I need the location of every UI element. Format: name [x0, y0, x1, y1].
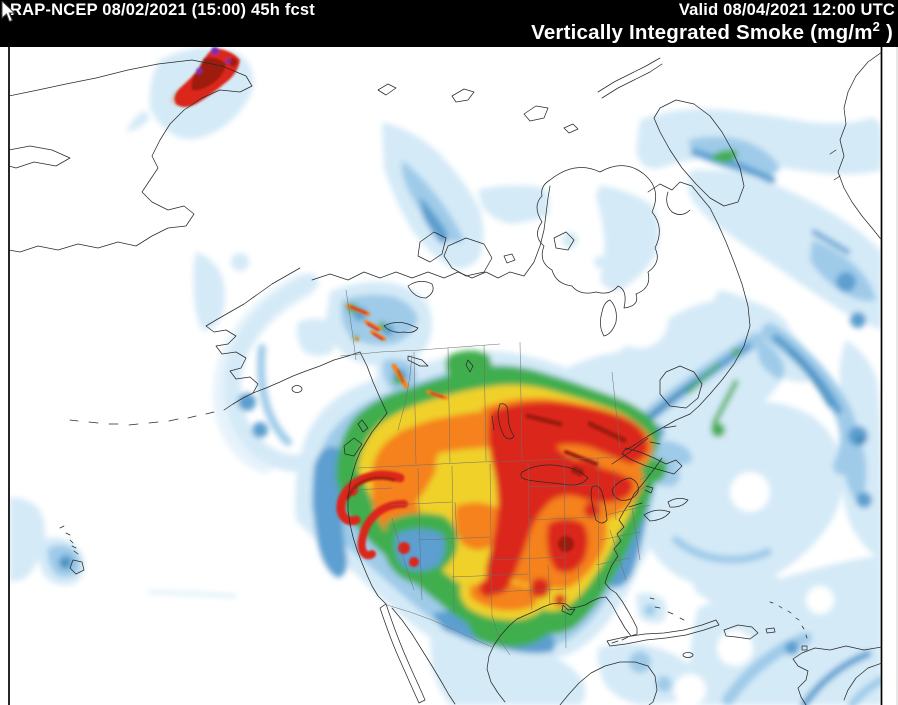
lake-huron — [611, 477, 639, 501]
nova-scotia — [621, 447, 683, 475]
mouse-cursor-icon — [1, 1, 16, 23]
pacific-northwest-claw — [336, 470, 419, 567]
map-title: Vertically Integrated Smoke (mg/m2 ) — [0, 20, 898, 43]
lake-michigan — [590, 485, 608, 524]
baffin-island — [653, 99, 745, 207]
nwt-fire-streaks — [346, 304, 448, 400]
east-and-gulf-coast — [486, 457, 663, 703]
arctic-mainland-coast — [311, 185, 551, 281]
siberia-plume — [174, 47, 240, 107]
smoke-field — [9, 47, 881, 705]
us-canada-border — [357, 456, 615, 469]
map-title-close: ) — [880, 20, 893, 44]
labrador-coast — [647, 181, 751, 415]
us-mexico-border — [386, 604, 493, 648]
header-row-1: RAP-NCEP 08/02/2021 (15:00) 45h fcst Val… — [0, 0, 898, 20]
yucatan-coast — [559, 661, 658, 705]
hudson-bay — [536, 165, 660, 309]
greenland-coast — [837, 52, 881, 240]
lake-erie — [643, 509, 671, 522]
valid-time-label: Valid 08/04/2021 12:00 UTC — [678, 1, 895, 19]
baja-peninsula — [379, 603, 426, 704]
smoke-map — [8, 47, 898, 705]
coastlines — [9, 52, 881, 705]
title-bar: RAP-NCEP 08/02/2021 (15:00) 45h fcst Val… — [0, 0, 898, 47]
west-coast — [347, 412, 388, 605]
lake-ontario — [667, 498, 689, 508]
dark-red-veins — [525, 413, 627, 552]
south-america-coast — [792, 645, 881, 705]
smoke-field-fires — [174, 47, 627, 567]
lake-superior — [520, 464, 589, 486]
map-frame — [8, 47, 898, 705]
map-panel — [0, 47, 898, 705]
map-title-superscript: 2 — [872, 18, 881, 34]
hawaii-islands — [59, 525, 79, 555]
state-borders — [339, 289, 653, 656]
model-run-label: RAP-NCEP 08/02/2021 (15:00) 45h fcst — [10, 1, 315, 19]
newfoundland — [659, 365, 703, 409]
east-plume-red-core — [485, 401, 648, 595]
cuba — [606, 619, 720, 647]
alaska-coast — [205, 267, 301, 411]
map-title-text: Vertically Integrated Smoke (mg/m — [531, 20, 873, 44]
